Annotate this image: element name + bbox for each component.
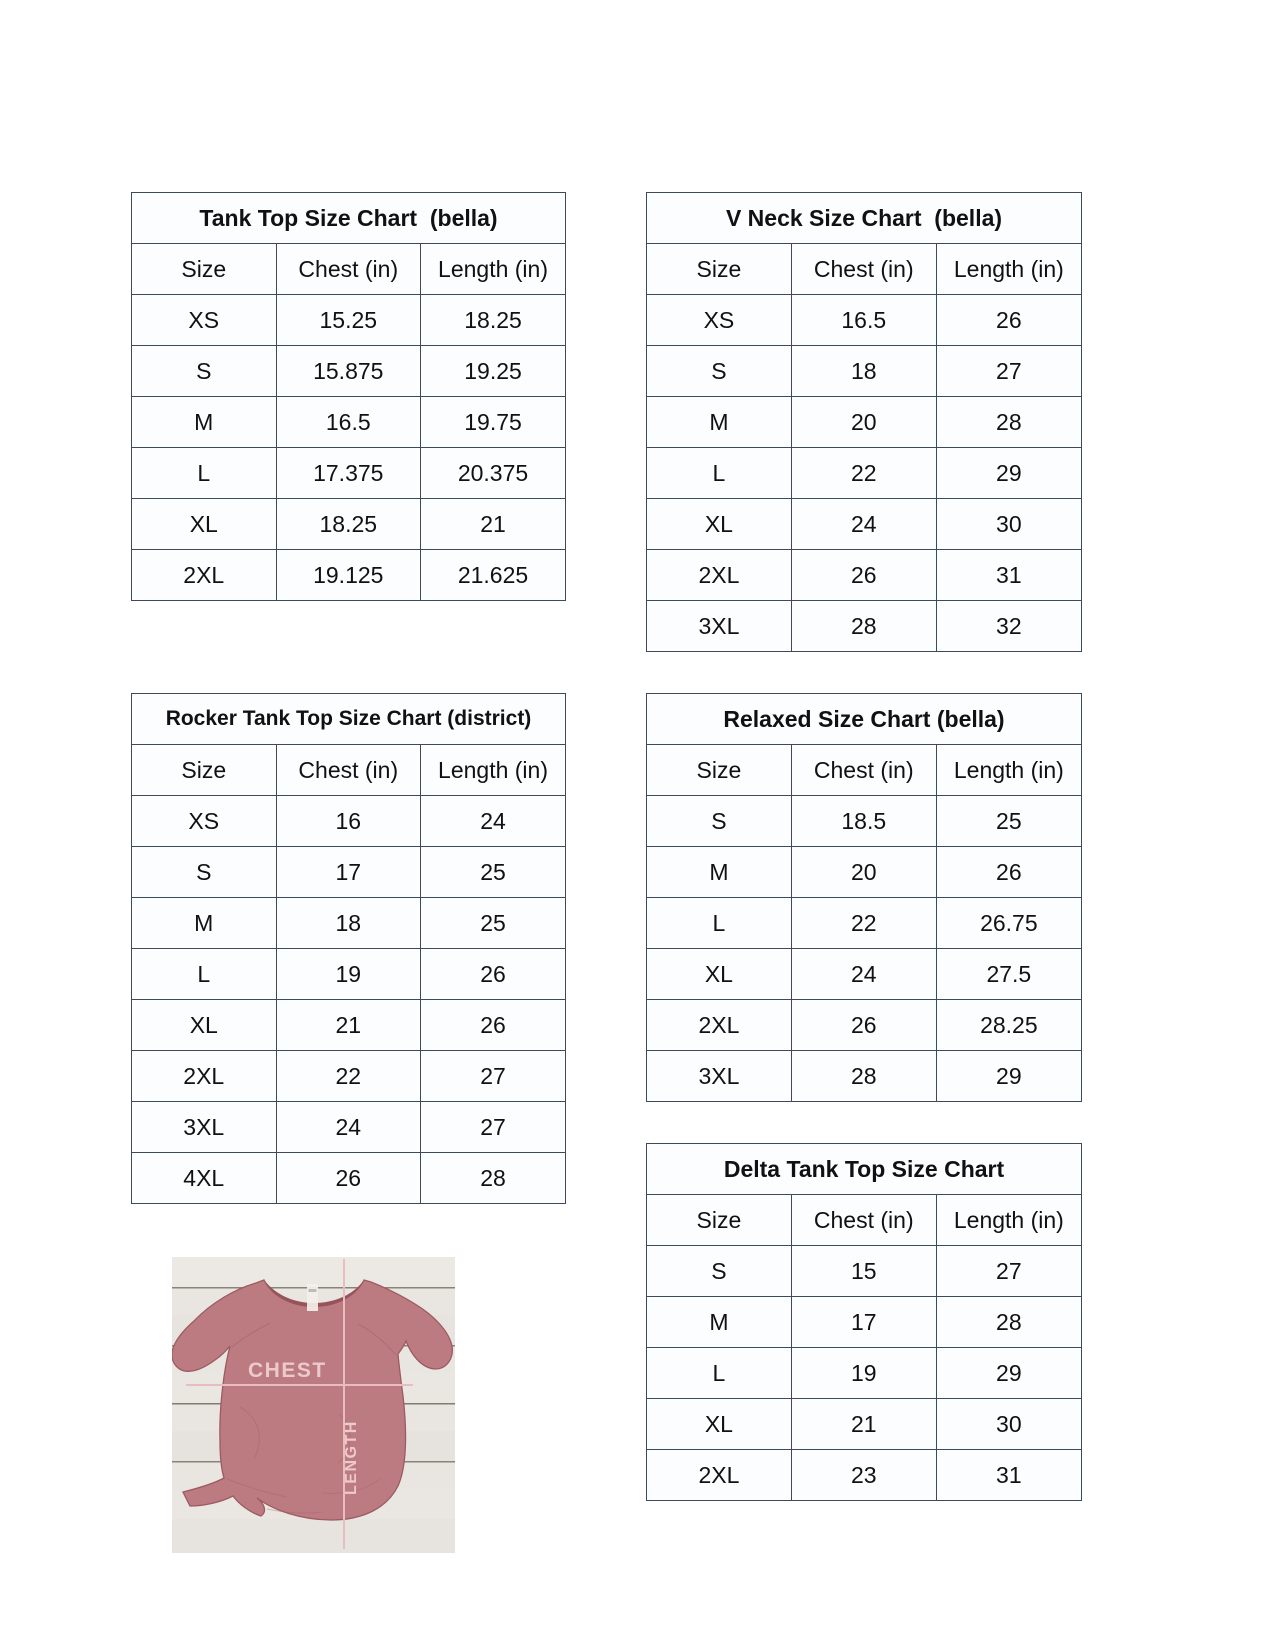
svg-text:LENGTH: LENGTH (343, 1420, 360, 1495)
svg-text:CHEST: CHEST (248, 1359, 327, 1382)
